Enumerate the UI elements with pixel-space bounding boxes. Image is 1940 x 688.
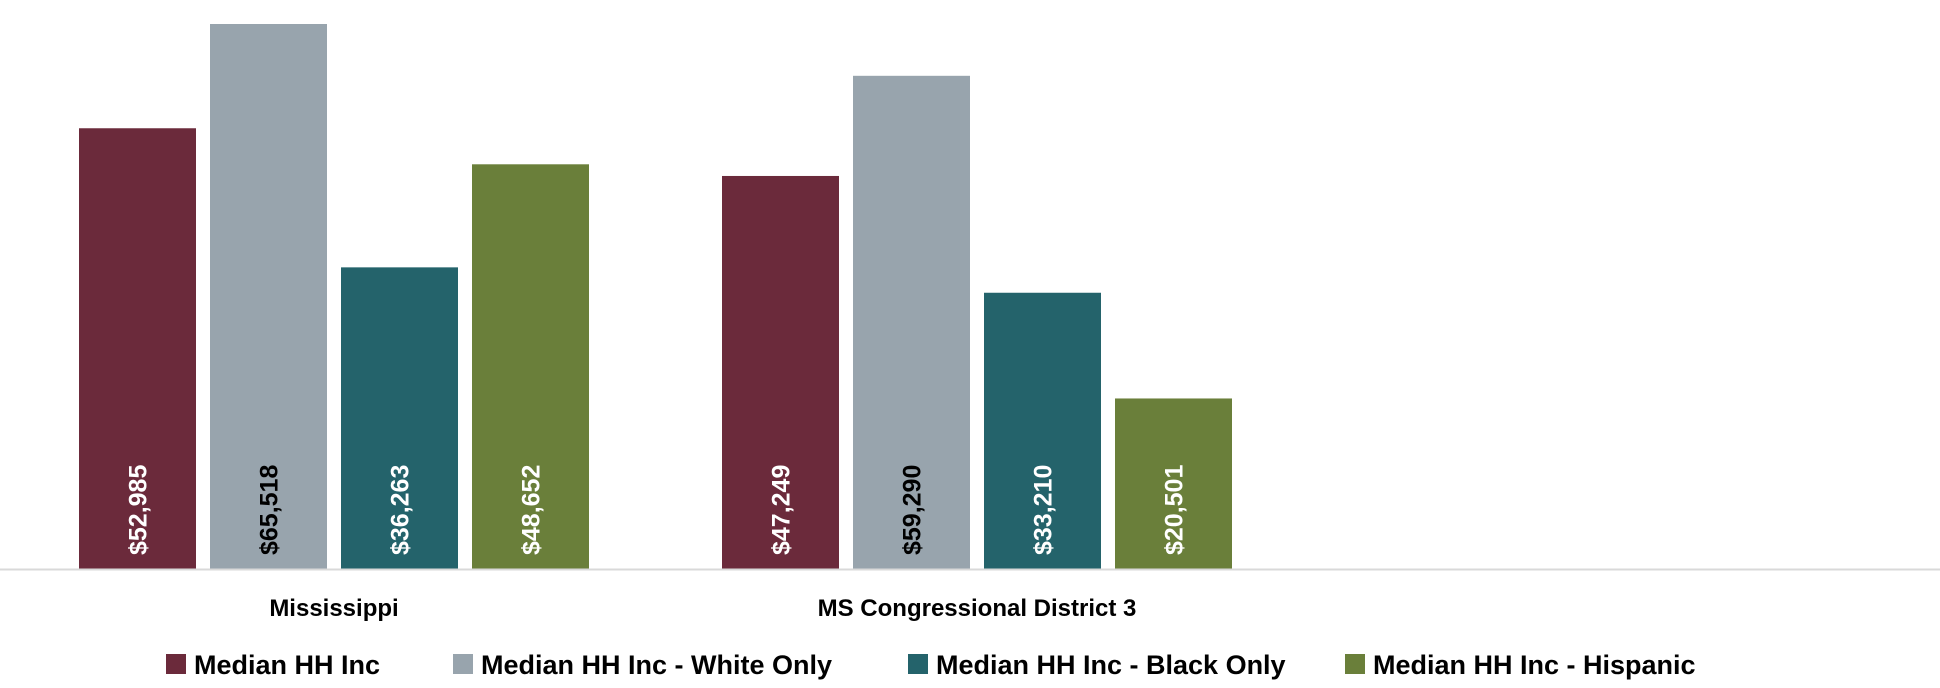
legend: Median HH Inc Median HH Inc - White Only M… bbox=[166, 650, 1696, 680]
data-label-mississippi-median-hh-inc-black-only: $36,263 bbox=[387, 465, 415, 555]
data-label-ms-congressional-district-3-median-hh-inc-hispanic: $20,501 bbox=[1161, 465, 1189, 555]
data-label-ms-congressional-district-3-median-hh-inc-black-only: $33,210 bbox=[1030, 465, 1058, 555]
bar-ms-congressional-district-3-median-hh-inc-white-only bbox=[853, 75, 970, 570]
bar-ms-congressional-district-3-median-hh-inc bbox=[722, 175, 839, 569]
bar-mississippi-median-hh-inc-white-only bbox=[210, 24, 327, 569]
legend-swatch-median-hh-inc-hispanic bbox=[1345, 654, 1365, 674]
bars-layer: $52,985 $65,518 $36,263 $48,652 $47,249 $59,2… bbox=[79, 24, 1232, 570]
bar-mississippi-median-hh-inc bbox=[79, 128, 196, 569]
category-label-ms-congressional-district-3: MS Congressional District 3 bbox=[818, 595, 1137, 622]
legend-label-median-hh-inc-white-only: Median HH Inc - White Only bbox=[481, 650, 832, 680]
bar-mississippi-median-hh-inc-hispanic bbox=[472, 164, 589, 569]
data-label-ms-congressional-district-3-median-hh-inc: $47,249 bbox=[768, 465, 796, 555]
legend-swatch-median-hh-inc-white-only bbox=[453, 654, 473, 674]
category-label-mississippi: Mississippi bbox=[269, 595, 398, 622]
bar-ms-congressional-district-3-median-hh-inc-hispanic bbox=[1115, 398, 1232, 569]
data-label-ms-congressional-district-3-median-hh-inc-white-only: $59,290 bbox=[899, 465, 927, 555]
data-label-mississippi-median-hh-inc: $52,985 bbox=[125, 465, 153, 555]
legend-swatch-median-hh-inc-black-only bbox=[908, 654, 928, 674]
legend-label-median-hh-inc: Median HH Inc bbox=[194, 650, 380, 680]
legend-label-median-hh-inc-hispanic: Median HH Inc - Hispanic bbox=[1373, 650, 1696, 680]
bar-mississippi-median-hh-inc-black-only bbox=[341, 267, 458, 569]
legend-swatch-median-hh-inc bbox=[166, 654, 186, 674]
data-label-mississippi-median-hh-inc-hispanic: $48,652 bbox=[518, 465, 546, 555]
data-label-mississippi-median-hh-inc-white-only: $65,518 bbox=[256, 465, 284, 555]
legend-label-median-hh-inc-black-only: Median HH Inc - Black Only bbox=[936, 650, 1286, 680]
bar-ms-congressional-district-3-median-hh-inc-black-only bbox=[984, 292, 1101, 569]
category-labels: Mississippi MS Congressional District 3 bbox=[269, 595, 1136, 622]
